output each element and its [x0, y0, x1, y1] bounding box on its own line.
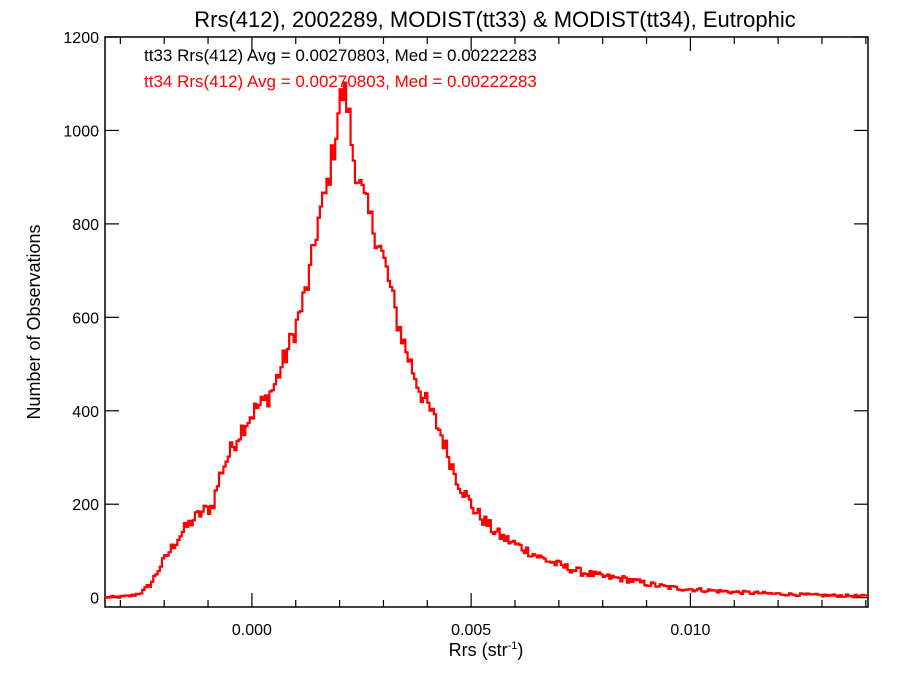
x-axis-label-superscript: -1 [508, 640, 518, 652]
x-axis-label: Rrs (str-1) [449, 640, 524, 660]
y-tick-label: 0 [90, 591, 99, 608]
y-tick-label: 600 [72, 310, 99, 327]
y-tick-label: 1200 [63, 30, 99, 47]
y-tick-label: 1000 [63, 123, 99, 140]
y-tick-label: 200 [72, 497, 99, 514]
y-axis-ticks: 0 200 400 600 800 1000 1200 [63, 30, 868, 608]
x-axis-label-close: ) [517, 640, 523, 660]
annotation-1: tt33 Rrs(412) Avg = 0.00270803, Med = 0.… [144, 46, 537, 65]
chart-title: Rrs(412), 2002289, MODIST(tt33) & MODIST… [194, 7, 796, 32]
annotation-2: tt34 Rrs(412) Avg = 0.00270803, Med = 0.… [144, 72, 537, 91]
y-tick-label: 800 [72, 217, 99, 234]
x-tick-label: 0.000 [232, 622, 272, 639]
x-axis-ticks: 0.000 0.005 0.010 [120, 37, 865, 639]
x-tick-label: 0.010 [670, 622, 710, 639]
series-layer [105, 83, 868, 598]
y-tick-label: 400 [72, 404, 99, 421]
y-axis-label: Number of Observations [24, 224, 44, 419]
histogram-series-tt34 [105, 83, 868, 598]
annotations: tt33 Rrs(412) Avg = 0.00270803, Med = 0.… [144, 46, 537, 91]
x-axis-label-main: Rrs (str [449, 640, 508, 660]
x-tick-label: 0.005 [451, 622, 491, 639]
histogram-chart: Rrs(412), 2002289, MODIST(tt33) & MODIST… [0, 0, 900, 675]
